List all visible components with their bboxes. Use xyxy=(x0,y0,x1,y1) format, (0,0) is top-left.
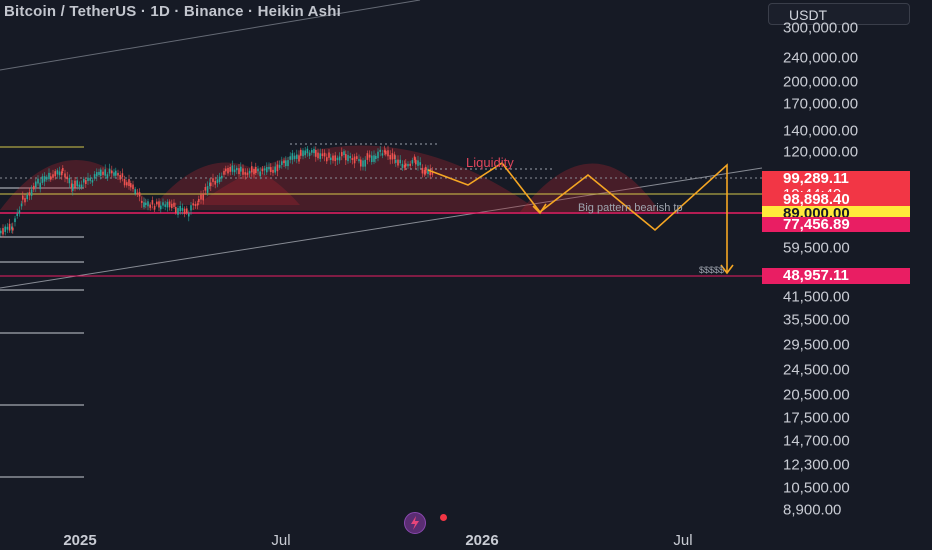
price-tick: 41,500.00 xyxy=(783,288,850,306)
price-tick: 29,500.00 xyxy=(783,336,850,354)
price-tick: 12,300.00 xyxy=(783,456,850,474)
price-tick: 120,000.00 xyxy=(783,143,859,161)
time-tick: 2026 xyxy=(465,532,499,549)
liquidity-label: Liquidity xyxy=(466,155,514,170)
upper-trendline[interactable] xyxy=(0,0,421,71)
price-tick: 140,000.00 xyxy=(783,122,859,140)
price-tick: 10,500.00 xyxy=(783,479,850,497)
tradingview-logo-icon[interactable] xyxy=(404,512,426,534)
time-tick: Jul xyxy=(673,532,693,549)
price-tick: 20,500.00 xyxy=(783,386,850,404)
price-tick: 170,000.00 xyxy=(783,95,859,113)
horizontal-levels xyxy=(0,146,84,478)
time-tick: Jul xyxy=(271,532,291,549)
price-tick: 59,500.00 xyxy=(783,239,850,257)
price-tick: 200,000.00 xyxy=(783,73,859,91)
level-badge-98898: 98,898.40 xyxy=(762,192,910,207)
symbol-title[interactable]: Bitcoin / TetherUS · 1D · Binance · Heik… xyxy=(4,3,341,20)
last-price-badge: 99,289.11 xyxy=(762,171,910,187)
arrow-head-1 xyxy=(532,203,547,215)
notification-dot-icon xyxy=(440,514,447,521)
lower-trendline[interactable] xyxy=(0,167,763,289)
currency-selector-button[interactable]: USDT xyxy=(768,3,910,25)
pattern-label: Big pattern bearish tp xyxy=(578,202,683,214)
time-tick: 2025 xyxy=(63,532,97,549)
price-tick: 300,000.00 xyxy=(783,19,859,37)
price-tick: 240,000.00 xyxy=(783,49,859,67)
level-badge-77456: 77,456.89 xyxy=(762,217,910,232)
candlesticks xyxy=(0,145,434,238)
pattern-domes xyxy=(0,145,660,212)
bearish-projection-path[interactable] xyxy=(427,161,728,272)
price-tick: 35,500.00 xyxy=(783,311,850,329)
price-tick: 14,700.00 xyxy=(783,432,850,450)
dollars-label: $$$$$ xyxy=(699,265,725,275)
target-price-badge: 48,957.11 xyxy=(762,268,910,284)
price-tick: 24,500.00 xyxy=(783,361,850,379)
arrow-head-2 xyxy=(720,264,734,275)
price-tick: 8,900.00 xyxy=(783,501,842,519)
price-tick: 17,500.00 xyxy=(783,409,850,427)
